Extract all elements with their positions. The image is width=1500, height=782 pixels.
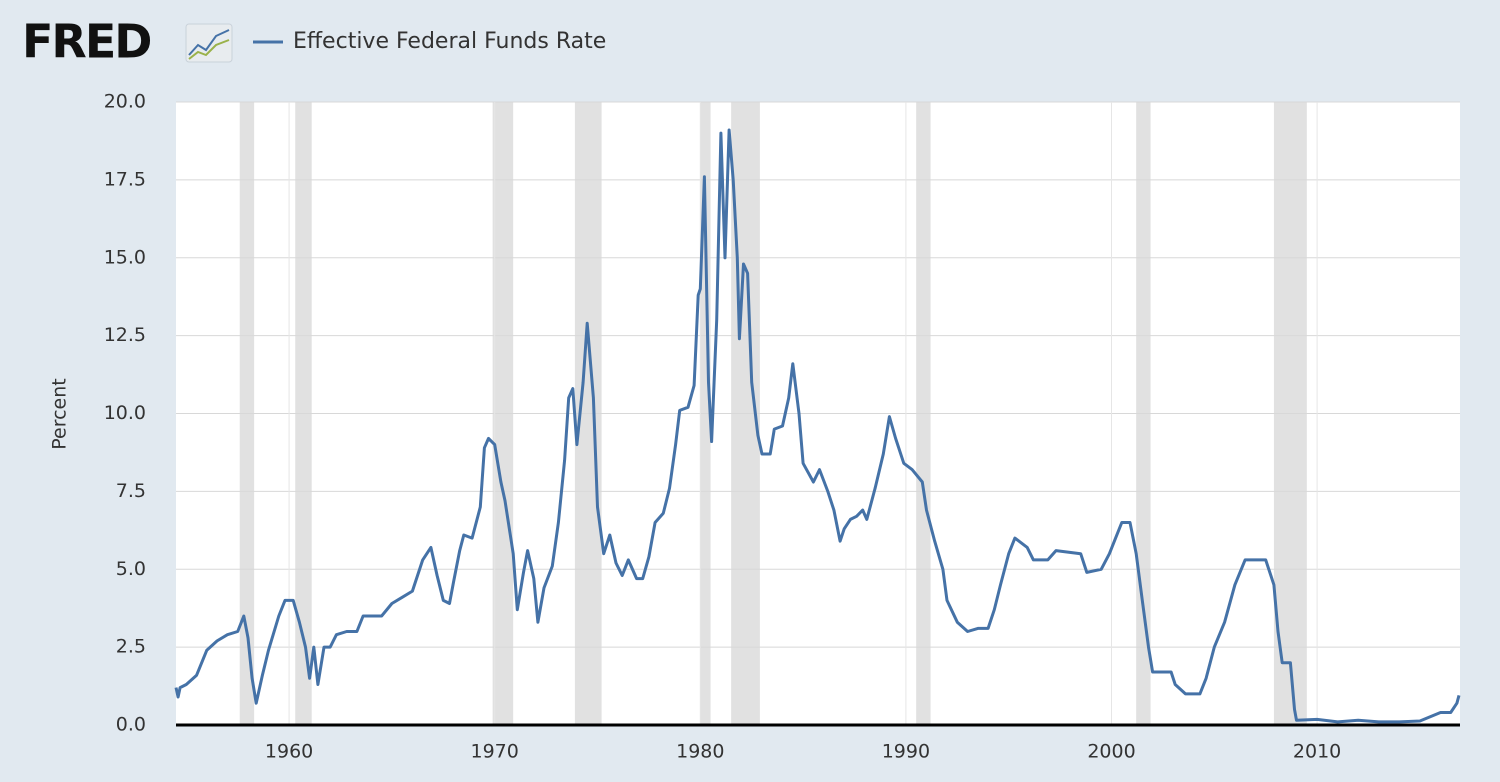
- y-tick-label: 20.0: [104, 91, 146, 113]
- y-tick-label: 10.0: [104, 402, 146, 424]
- x-tick-label: 1970: [471, 741, 519, 763]
- y-tick-label: 0.0: [116, 714, 146, 736]
- y-tick-label: 12.5: [104, 324, 146, 346]
- y-tick-label: 17.5: [104, 168, 146, 190]
- y-tick-label: 15.0: [104, 246, 146, 268]
- y-axis-label: Percent: [49, 378, 71, 450]
- y-tick-label: 7.5: [116, 480, 146, 502]
- y-tick-label: 5.0: [116, 558, 146, 580]
- x-tick-label: 1960: [265, 741, 313, 763]
- logo: FRED: [22, 15, 150, 69]
- x-tick-label: 2010: [1293, 741, 1341, 763]
- series-line: [174, 128, 1461, 724]
- x-tick-label: 2000: [1087, 741, 1135, 763]
- logo-icon: [185, 23, 233, 63]
- x-tick-label: 1980: [676, 741, 724, 763]
- y-tick-label: 2.5: [116, 636, 146, 658]
- x-tick-label: 1990: [882, 741, 930, 763]
- legend-label: Effective Federal Funds Rate: [293, 29, 606, 54]
